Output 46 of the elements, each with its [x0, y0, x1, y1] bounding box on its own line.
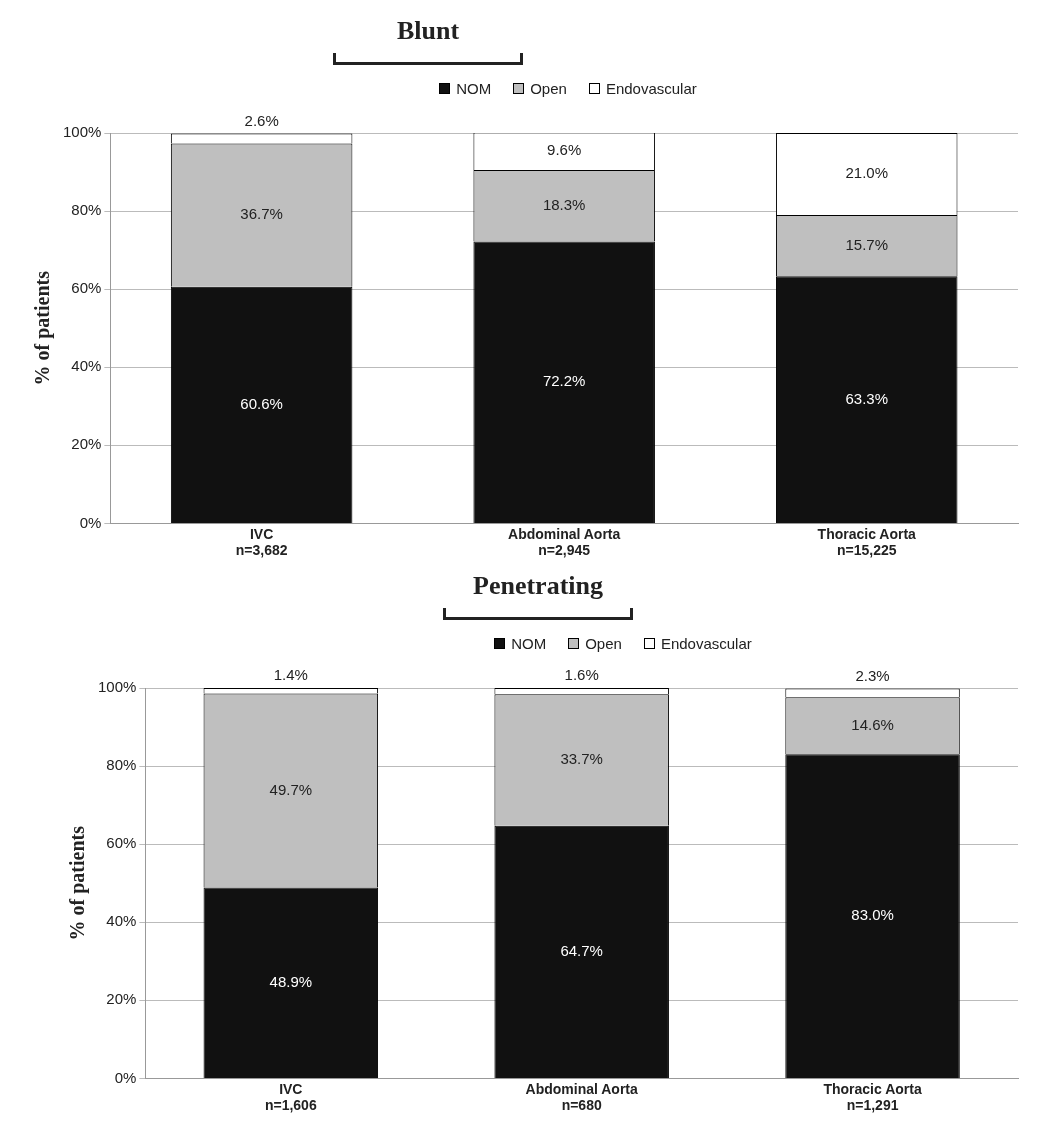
data-label: 2.3% — [855, 666, 890, 684]
y-tick-label: 20% — [106, 990, 137, 1008]
chart-title: Penetrating — [472, 571, 604, 601]
y-tick-label: 40% — [71, 357, 102, 375]
data-label: 1.6% — [564, 666, 599, 684]
data-label: 63.3% — [845, 389, 888, 407]
text: Endovascular — [660, 635, 752, 652]
data-label: 36.7% — [240, 205, 283, 223]
x-tick-label: Thoracic Aorta n=15,225 — [817, 525, 917, 559]
y-tick-label: 60% — [71, 279, 102, 297]
y-tick-label: 60% — [106, 834, 137, 852]
y-axis-title: % of patients — [31, 270, 55, 386]
data-label: 9.6% — [547, 141, 582, 159]
data-label: 2.6% — [244, 111, 279, 129]
data-label: 1.4% — [273, 666, 308, 684]
text: Endovascular — [605, 80, 697, 97]
data-label: 21.0% — [845, 164, 888, 182]
y-tick-label: 0% — [79, 513, 102, 531]
chart-title: Blunt — [395, 16, 461, 46]
y-tick-label: 100% — [62, 123, 102, 141]
legend-label: NOM — [456, 80, 492, 97]
y-tick-label: 40% — [106, 912, 137, 930]
legend-label: Open — [585, 635, 622, 652]
data-label: 18.3% — [542, 195, 586, 213]
y-tick-label: 80% — [106, 756, 137, 774]
data-label: 60.6% — [240, 395, 283, 412]
legend-label: NOM — [511, 635, 547, 652]
y-tick-label: 20% — [71, 435, 102, 453]
data-label: 72.2% — [542, 372, 586, 390]
data-label: 49.7% — [269, 780, 313, 798]
data-label: 15.7% — [845, 235, 888, 253]
data-label: 14.6% — [851, 716, 894, 734]
x-tick-label: Abdominal Aorta n=680 — [525, 1080, 639, 1114]
data-label: 33.7% — [560, 750, 603, 768]
data-label: 64.7% — [560, 942, 603, 959]
y-axis-title: % of patients — [66, 825, 90, 941]
x-tick-label: Thoracic Aorta n=1,291 — [823, 1080, 922, 1114]
x-tick-label: IVC n=3,682 — [235, 525, 288, 559]
legend-label: Open — [530, 80, 567, 97]
y-tick-label: 0% — [114, 1068, 137, 1086]
data-label: 83.0% — [851, 906, 894, 924]
data-label: 48.9% — [269, 972, 313, 990]
y-tick-label: 100% — [97, 678, 137, 696]
x-tick-label: Abdominal Aorta n=2,945 — [508, 525, 621, 559]
x-tick-label: IVC n=1,606 — [264, 1080, 317, 1114]
y-tick-label: 80% — [71, 201, 102, 219]
